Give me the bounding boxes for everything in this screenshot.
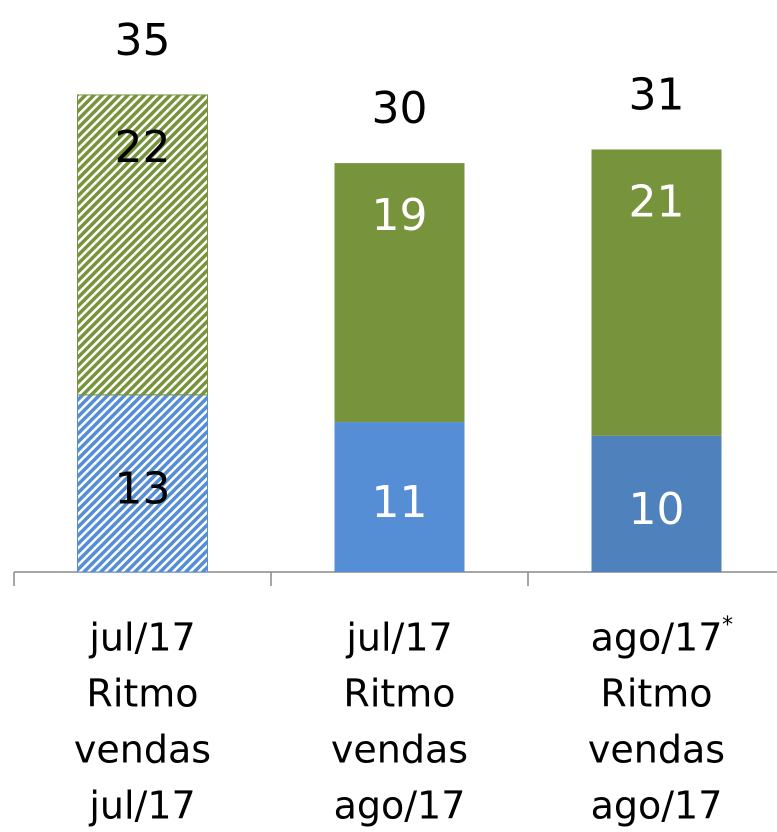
x-tick-label: Ritmo: [600, 672, 712, 716]
bar-segment: [77, 94, 208, 396]
bar-segment: [334, 163, 465, 423]
x-tick-label: ago/17: [334, 784, 466, 828]
data-label: 21: [629, 176, 685, 227]
x-tick-label: vendas: [74, 728, 211, 772]
total-label: 31: [629, 69, 685, 120]
data-label: 13: [115, 463, 171, 514]
total-label: 30: [372, 83, 428, 134]
x-tick-label: Ritmo: [343, 672, 455, 716]
data-label: 22: [115, 122, 171, 173]
total-label: 35: [115, 15, 171, 66]
data-label: 11: [372, 477, 428, 528]
x-tick-label: jul/17: [88, 616, 195, 660]
x-tick-label: ago/17: [591, 616, 723, 660]
x-tick-label: vendas: [588, 728, 725, 772]
data-label: 19: [372, 190, 428, 241]
bar-segment: [334, 422, 465, 572]
data-label: 10: [629, 484, 685, 535]
bar-segment: [591, 435, 722, 572]
x-tick-label: Ritmo: [86, 672, 198, 716]
x-tick-label: jul/17: [345, 616, 452, 660]
bar-segment: [591, 149, 722, 436]
x-tick-label: vendas: [331, 728, 468, 772]
bar-segment: [77, 394, 208, 573]
annotation: *: [722, 613, 733, 638]
x-tick-label: jul/17: [88, 784, 195, 828]
x-tick-label: ago/17: [591, 784, 723, 828]
